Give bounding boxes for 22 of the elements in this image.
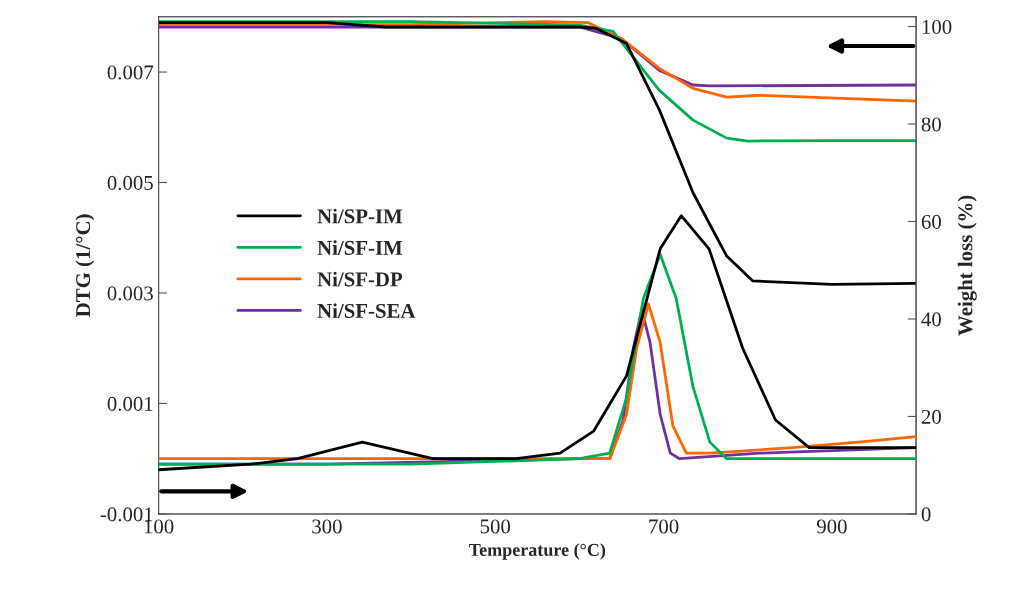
y2-tick-label: 0: [921, 507, 931, 522]
y-tick-label: 0.007: [107, 65, 154, 80]
y-tick-label: 0.003: [107, 286, 153, 301]
y2-tick-label: 60: [921, 214, 941, 229]
x-tick-label: 700: [649, 519, 679, 534]
y2-tick-label: 100: [922, 19, 952, 34]
y2-tick-label: 40: [921, 312, 941, 327]
y-tick-label: 0.001: [107, 396, 153, 411]
legend-label: Ni/SF-DP: [317, 271, 403, 287]
y2-axis-title: Weight loss (%): [957, 195, 977, 336]
legend-label: Ni/SF-SEA: [317, 303, 416, 318]
x-tick-label: 300: [312, 519, 342, 534]
legend-label: Ni/SP-IM: [317, 208, 403, 224]
y2-tick-label: 80: [921, 117, 941, 132]
y-tick-label: 0.005: [107, 175, 153, 191]
y2-tick-label: 20: [921, 409, 941, 424]
x-tick-label: 900: [816, 519, 847, 534]
legend-label: Ni/SF-IM: [317, 240, 403, 255]
y-axis-title: DTG (1/°C): [75, 214, 95, 317]
line-series: [158, 21, 917, 286]
x-axis-title: Temperature (°C): [469, 543, 606, 560]
x-tick-label: 500: [480, 519, 511, 534]
